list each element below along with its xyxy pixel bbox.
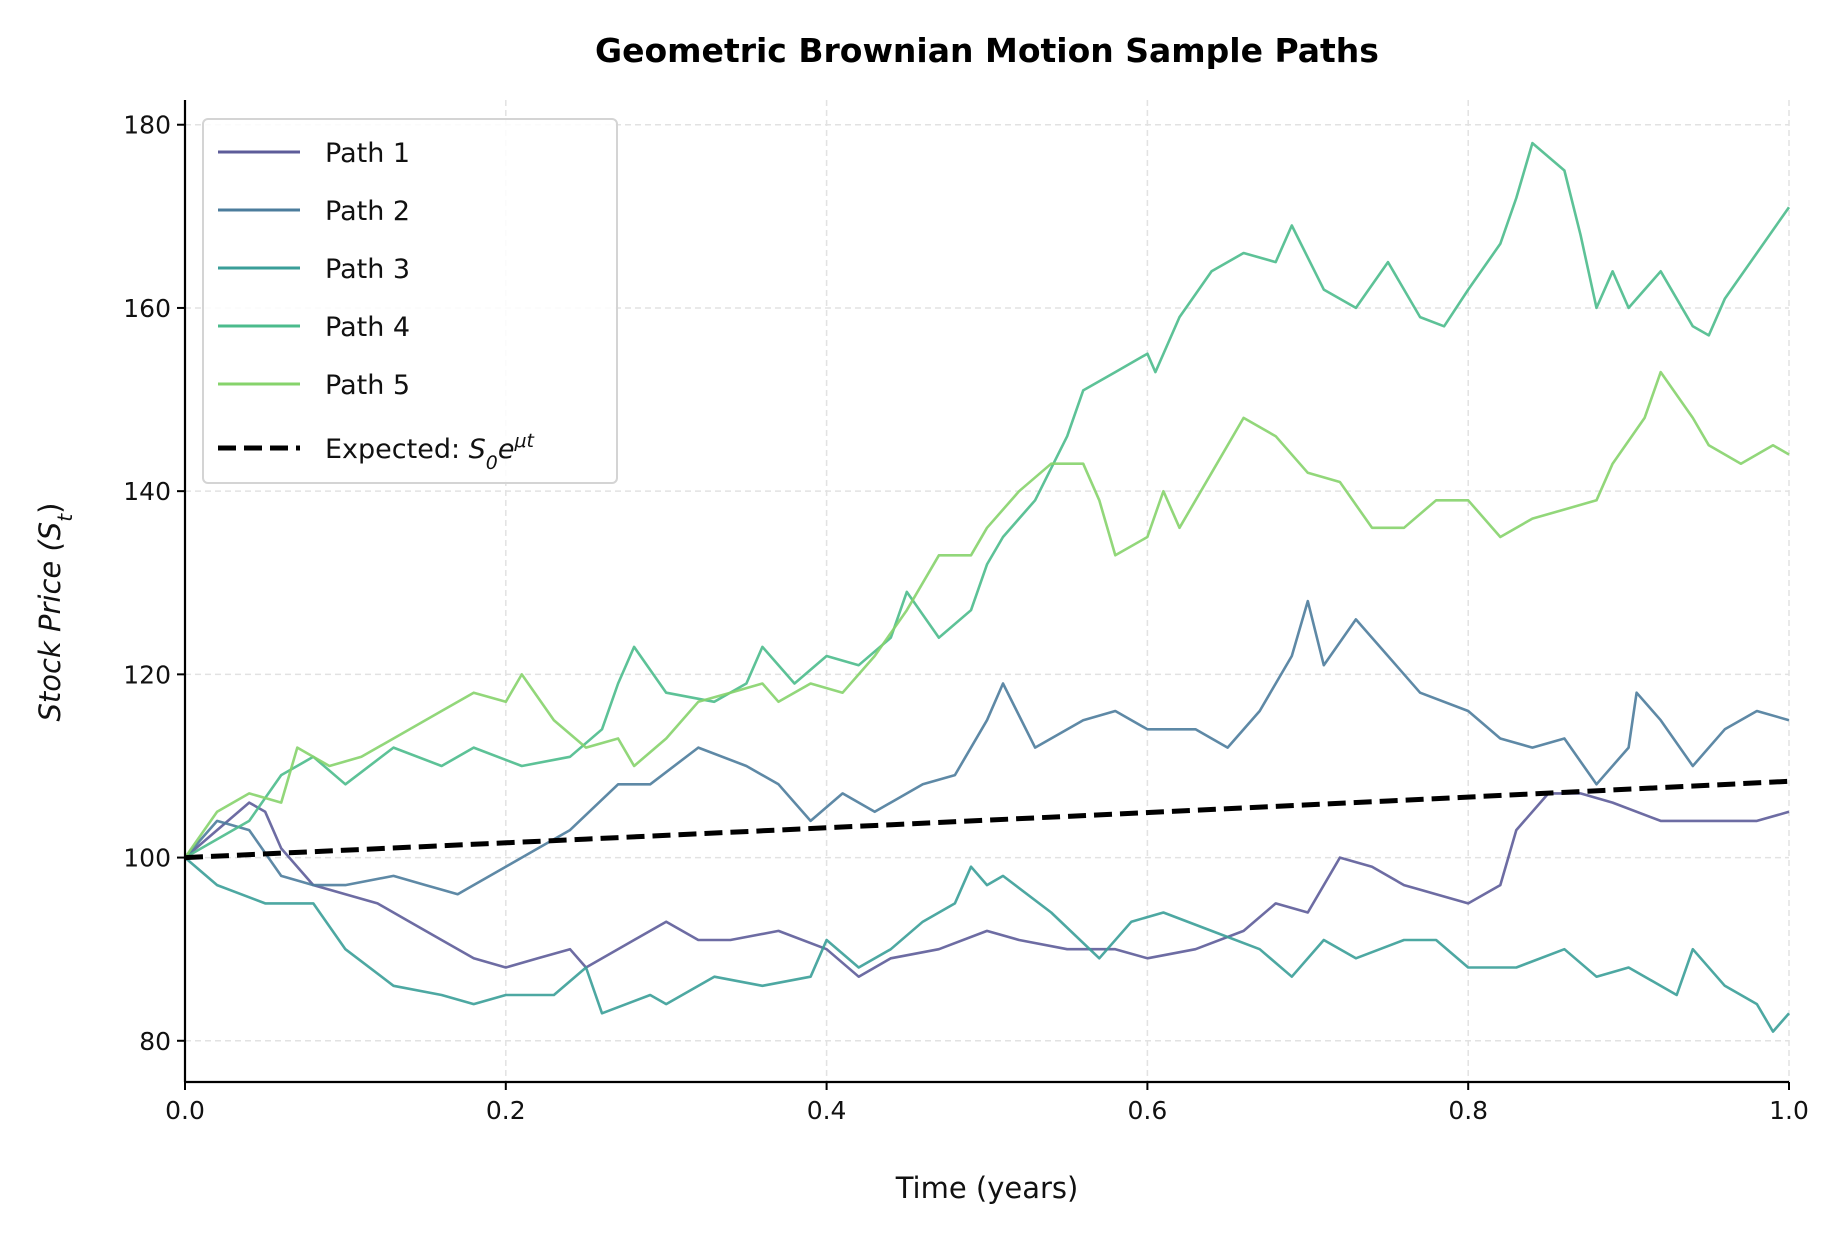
series-line-3 — [184, 856, 1790, 1033]
y-tick-label: 160 — [123, 294, 171, 323]
y-tick-label: 180 — [123, 111, 171, 140]
legend: Path 1 Path 2 Path 3 Path 4 Path 5 Expected: … — [202, 118, 618, 484]
series-line-4 — [184, 141, 1791, 859]
series-line-2 — [184, 599, 1790, 896]
x-tick-label: 0.6 — [1128, 1096, 1168, 1125]
y-tick-label: 80 — [139, 1027, 171, 1056]
legend-box — [202, 118, 618, 484]
legend-label-3: Path 3 — [325, 254, 410, 285]
legend-label-2: Path 2 — [325, 196, 410, 227]
legend-label-4: Path 4 — [325, 312, 410, 343]
x-tick-label: 0.8 — [1448, 1096, 1488, 1125]
legend-label-1: Path 1 — [325, 138, 410, 169]
x-tick-label: 0.4 — [807, 1096, 847, 1125]
chart-title: Geometric Brownian Motion Sample Paths — [595, 31, 1379, 70]
series-line-5 — [183, 370, 1790, 859]
axes: 0.0 0.2 0.4 0.6 0.8 1.0 80 100 120 140 160 180 — [123, 100, 1809, 1125]
y-tick-label: 140 — [123, 477, 171, 506]
x-tick-label: 0.0 — [165, 1096, 205, 1125]
y-axis-label: Stock Price (St) — [33, 503, 77, 722]
x-axis-label: Time (years) — [895, 1171, 1079, 1205]
legend-label-5: Path 5 — [325, 370, 410, 401]
series-line-6 — [184, 778, 1790, 861]
series-line-1 — [184, 792, 1790, 978]
series-lines — [183, 141, 1791, 1033]
legend-label-6: Expected: S0eμt — [325, 430, 534, 474]
grid — [184, 100, 1790, 1082]
x-tick-label: 1.0 — [1769, 1096, 1809, 1125]
x-tick-label: 0.2 — [486, 1096, 526, 1125]
y-tick-label: 120 — [123, 660, 171, 689]
y-tick-label: 100 — [123, 844, 171, 873]
